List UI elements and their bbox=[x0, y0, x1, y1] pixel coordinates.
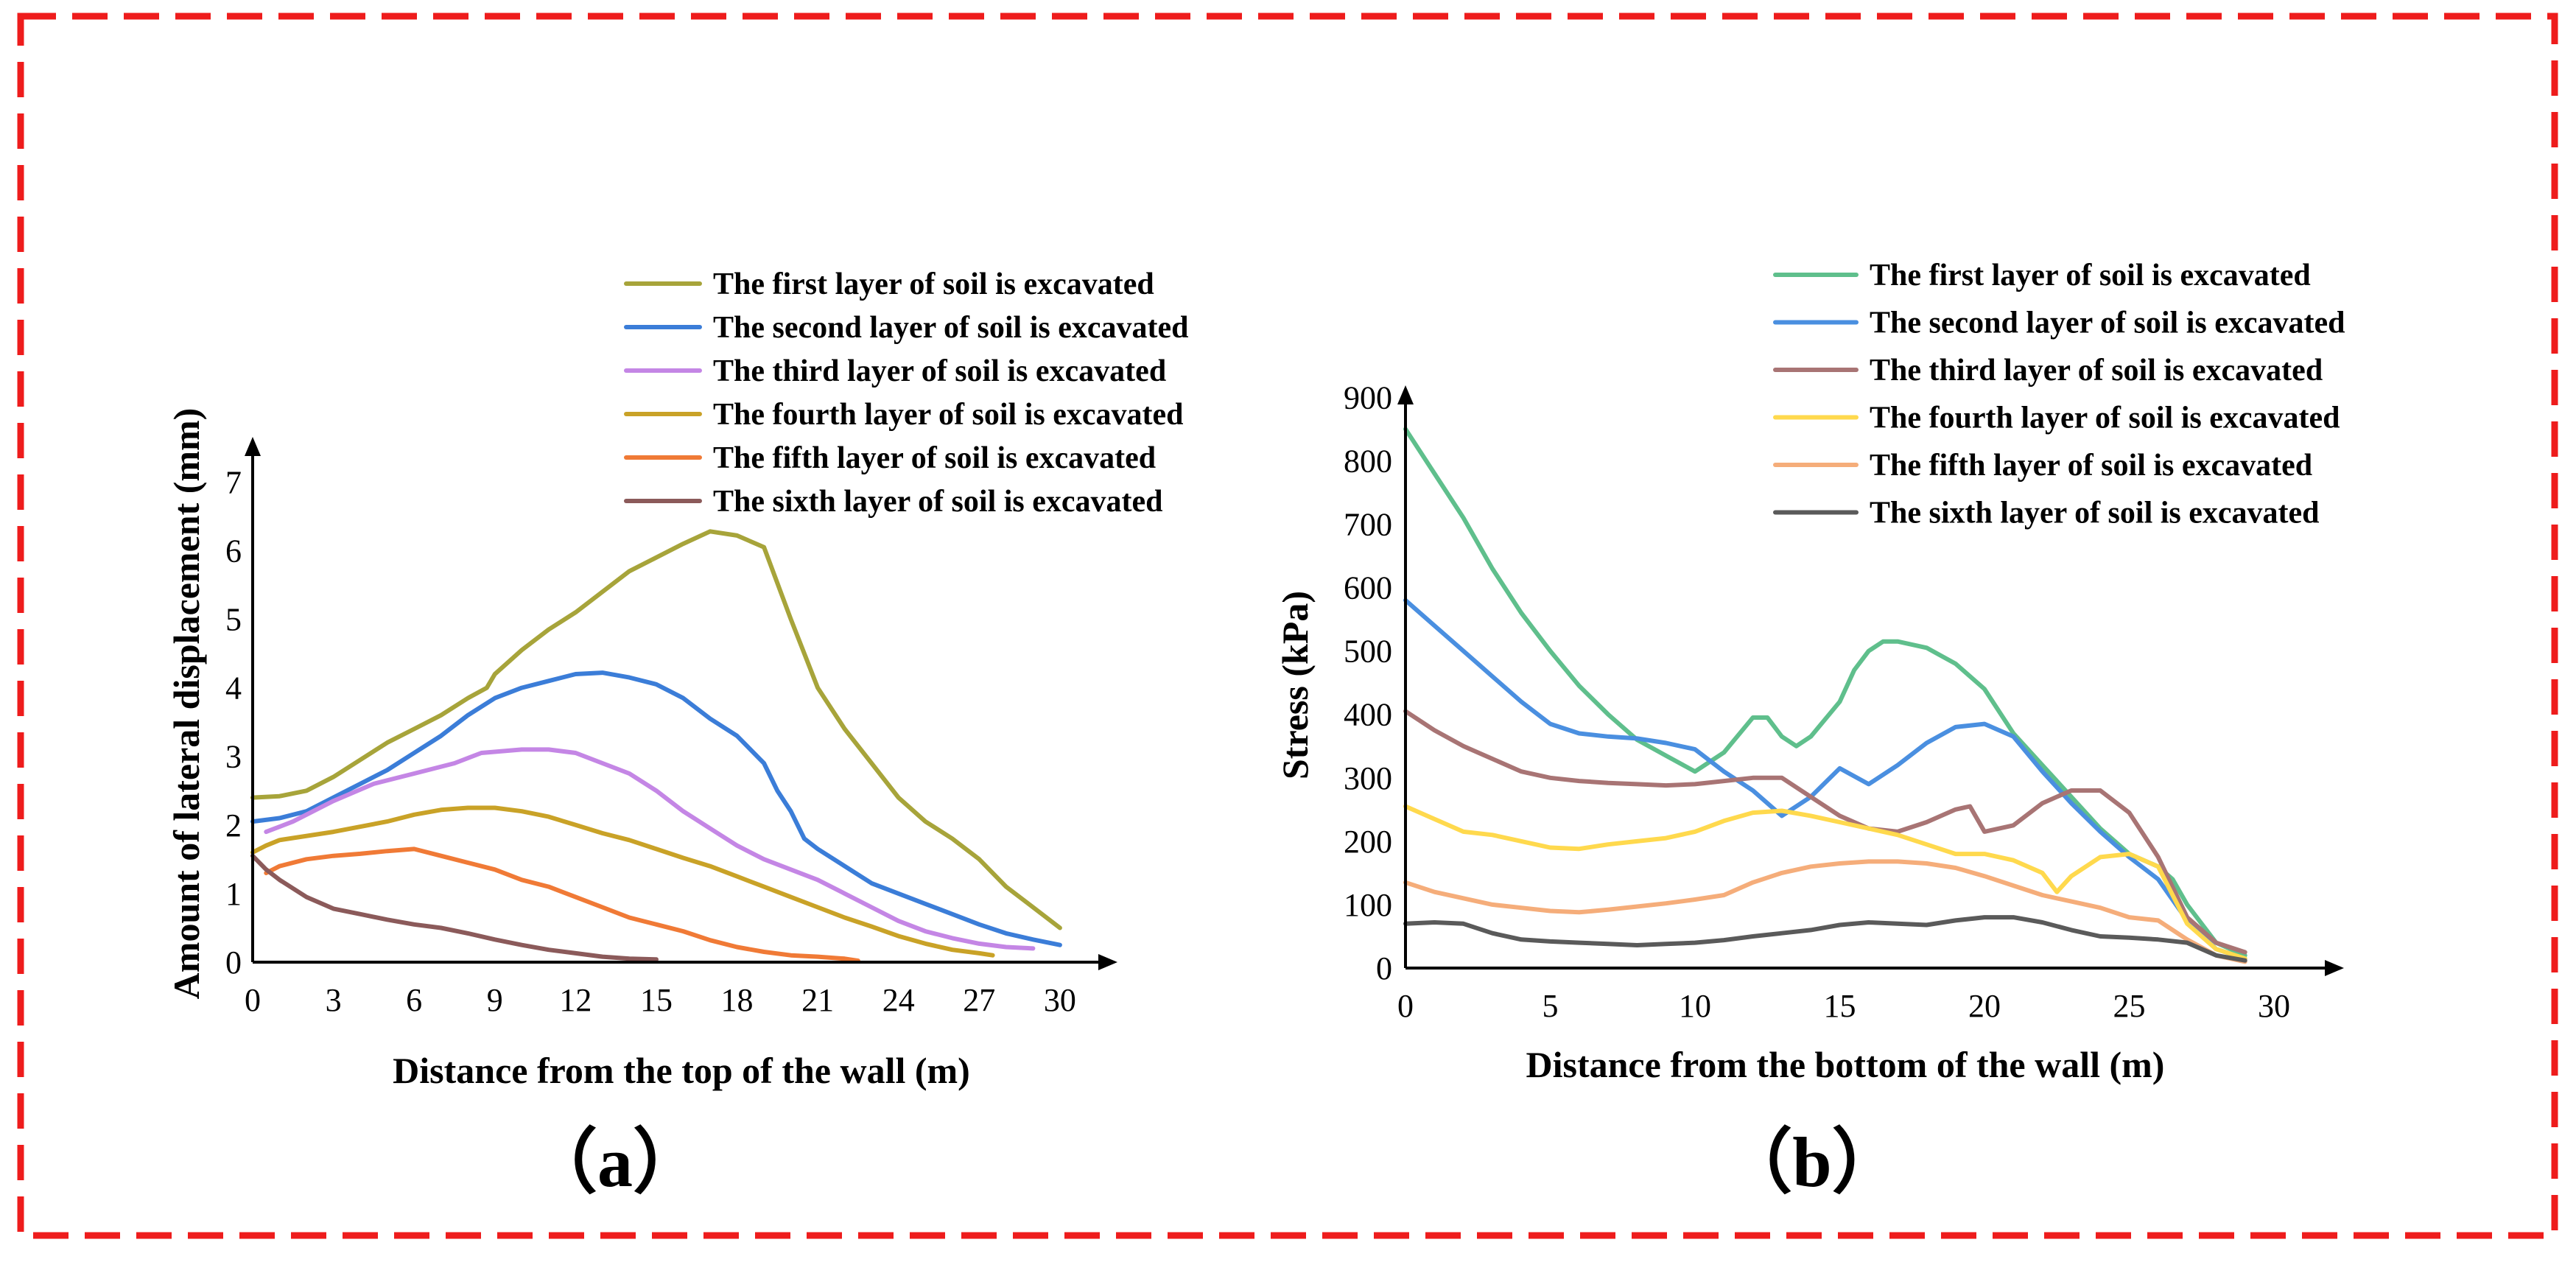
chart-a-y-axis-arrow bbox=[245, 437, 261, 456]
chart-b-legend-label-6: The sixth layer of soil is excavated bbox=[1870, 497, 2320, 530]
chart-a-x-tick-label: 27 bbox=[963, 982, 995, 1018]
chart-b-y-tick-label: 0 bbox=[1376, 950, 1392, 986]
chart-b-legend-label-1: The first layer of soil is excavated bbox=[1870, 259, 2311, 292]
chart-a-x-tick-label: 18 bbox=[721, 982, 754, 1018]
chart-a-series-lines bbox=[250, 529, 1062, 964]
chart-a-x-tick-label: 0 bbox=[245, 982, 261, 1018]
chart-b-x-tick-label: 20 bbox=[1968, 988, 2001, 1024]
chart-a-axes bbox=[245, 437, 1117, 970]
chart-b-series-line-6 bbox=[1403, 915, 2247, 963]
chart-a-y-tick-label: 1 bbox=[225, 876, 242, 912]
chart-a-x-tick-label: 30 bbox=[1044, 982, 1076, 1018]
chart-a-x-tick-label: 9 bbox=[487, 982, 503, 1018]
chart-a-legend-label-1: The first layer of soil is excavated bbox=[713, 267, 1154, 301]
chart-b-y-tick-label: 100 bbox=[1344, 887, 1392, 923]
chart-a-series-line-3 bbox=[264, 747, 1036, 951]
chart-b-legend: The first layer of soil is excavated The … bbox=[1773, 259, 2345, 530]
chart-b-legend-label-4: The fourth layer of soil is excavated bbox=[1870, 402, 2340, 435]
chart-b-y-tick-label: 500 bbox=[1344, 634, 1392, 670]
chart-a-x-tick-label: 24 bbox=[882, 982, 915, 1018]
chart-a-legend-label-4: The fourth layer of soil is excavated bbox=[713, 398, 1184, 432]
chart-b-x-tick-label: 15 bbox=[1824, 988, 1856, 1024]
chart-b-series-line-1 bbox=[1403, 427, 2247, 958]
chart-b-y-tick-label: 200 bbox=[1344, 824, 1392, 860]
chart-a-x-tick-label: 6 bbox=[406, 982, 422, 1018]
chart-a-legend-label-5: The fifth layer of soil is excavated bbox=[713, 441, 1156, 475]
chart-a-x-tick-label: 3 bbox=[326, 982, 342, 1018]
dashed-border bbox=[17, 13, 2558, 1239]
chart-a-series-line-5 bbox=[264, 846, 860, 964]
chart-a-legend-label-6: The sixth layer of soil is excavated bbox=[713, 485, 1163, 519]
chart-a-y-tick-label: 3 bbox=[225, 739, 242, 775]
chart-b-y-tick-label: 900 bbox=[1344, 379, 1392, 416]
chart-a-legend: The first layer of soil is excavated The … bbox=[624, 267, 1189, 519]
chart-a-x-tick-label: 21 bbox=[801, 982, 834, 1018]
chart-a-series-line-1 bbox=[250, 529, 1062, 930]
chart-b-y-tick-label: 800 bbox=[1344, 443, 1392, 479]
chart-a-x-axis-arrow bbox=[1098, 954, 1117, 970]
chart-b-series-line-2 bbox=[1403, 597, 2247, 961]
chart-b-x-tick-label: 0 bbox=[1397, 988, 1414, 1024]
chart-b-y-tick-label: 700 bbox=[1344, 507, 1392, 543]
chart-b-x-tick-label: 5 bbox=[1543, 988, 1559, 1024]
chart-b-x-tick-label: 30 bbox=[2258, 988, 2290, 1024]
chart-b-x-tick-label: 10 bbox=[1679, 988, 1711, 1024]
chart-b-legend-label-5: The fifth layer of soil is excavated bbox=[1870, 449, 2312, 483]
chart-b-y-axis-arrow bbox=[1397, 385, 1414, 404]
chart-a-y-tick-label: 2 bbox=[225, 807, 242, 844]
chart-a-series-line-4 bbox=[250, 805, 995, 958]
chart-b-series-line-5 bbox=[1403, 859, 2247, 964]
chart-a-x-tick-label: 15 bbox=[640, 982, 673, 1018]
chart-a-y-axis-title: Amount of lateral displacement (mm) bbox=[166, 408, 207, 1000]
chart-a-y-tick-label: 7 bbox=[225, 464, 242, 500]
chart-b-legend-label-2: The second layer of soil is excavated bbox=[1870, 306, 2345, 340]
chart-b-y-tick-label: 600 bbox=[1344, 570, 1392, 606]
chart-b-x-axis-title: Distance from the bottom of the wall (m) bbox=[1526, 1044, 2165, 1085]
chart-a-series-line-6 bbox=[250, 853, 659, 962]
chart-a-y-tick-label: 4 bbox=[225, 670, 242, 707]
chart-b-y-tick-label: 400 bbox=[1344, 697, 1392, 733]
chart-a-legend-label-3: The third layer of soil is excavated bbox=[713, 354, 1166, 388]
chart-b-y-axis-title: Stress (kPa) bbox=[1274, 591, 1316, 779]
chart-a-x-axis-title: Distance from the top of the wall (m) bbox=[393, 1050, 970, 1091]
chart-a-panel-label: （a） bbox=[527, 1123, 703, 1202]
chart-b-series-lines bbox=[1403, 427, 2247, 964]
chart-a-series-line-2 bbox=[250, 670, 1062, 947]
chart-b-x-axis-arrow bbox=[2325, 960, 2344, 976]
chart-b-panel-label: （b） bbox=[1722, 1123, 1902, 1202]
chart-a-y-tick-label: 0 bbox=[225, 944, 242, 981]
chart-b-stress: 0 5 10 15 20 25 300100200300400500600700800900… bbox=[1274, 259, 2345, 1202]
chart-a-legend-label-2: The second layer of soil is excavated bbox=[713, 311, 1189, 345]
chart-b-x-tick-label: 25 bbox=[2113, 988, 2146, 1024]
chart-b-legend-label-3: The third layer of soil is excavated bbox=[1870, 354, 2323, 388]
chart-b-series-line-4 bbox=[1403, 804, 2247, 961]
chart-b-axes bbox=[1397, 385, 2344, 976]
chart-a-y-tick-label: 5 bbox=[225, 602, 242, 638]
chart-a-y-tick-label: 6 bbox=[225, 533, 242, 569]
chart-a-x-tick-label: 12 bbox=[559, 982, 592, 1018]
chart-b-series-line-3 bbox=[1403, 709, 2247, 955]
chart-b-y-tick-label: 300 bbox=[1344, 760, 1392, 796]
